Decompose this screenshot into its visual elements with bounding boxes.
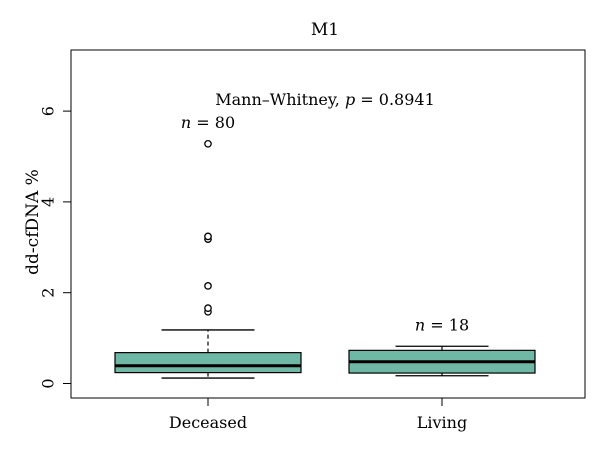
y-axis-ticks: 0 2 4 6 — [39, 106, 71, 389]
box-iqr — [114, 352, 302, 374]
box-series: n = 80n = 18 — [114, 113, 536, 379]
x-tick-label: Deceased — [169, 413, 247, 432]
sample-size-value: = 80 — [191, 113, 235, 132]
significance-annotation: Mann–Whitney, p = 0.8941 — [215, 90, 435, 109]
y-tick-label: 0 — [39, 378, 58, 388]
y-tick-label: 2 — [39, 288, 58, 298]
chart-title: M1 — [311, 20, 339, 40]
y-tick-label: 4 — [39, 197, 58, 207]
outlier-point — [204, 232, 212, 241]
outlier-point — [204, 139, 212, 148]
annotation-p-symbol: p — [345, 90, 355, 109]
sample-size-label: n = 18 — [415, 315, 469, 334]
outlier-point — [204, 282, 212, 290]
outlier-point — [204, 304, 212, 312]
sample-size-label: n = 80 — [181, 113, 235, 132]
y-tick-label: 6 — [39, 106, 58, 116]
x-tick-label: Living — [417, 413, 467, 432]
sample-size-symbol: n — [181, 113, 191, 132]
annotation-p-value: 0.8941 — [379, 90, 435, 109]
annotation-equals: = — [355, 90, 379, 109]
sample-size-value: = 18 — [425, 315, 469, 334]
sample-size-symbol: n — [415, 315, 425, 334]
annotation-prefix: Mann–Whitney, — [215, 90, 345, 109]
y-axis-label: dd-cfDNA % — [23, 169, 43, 275]
